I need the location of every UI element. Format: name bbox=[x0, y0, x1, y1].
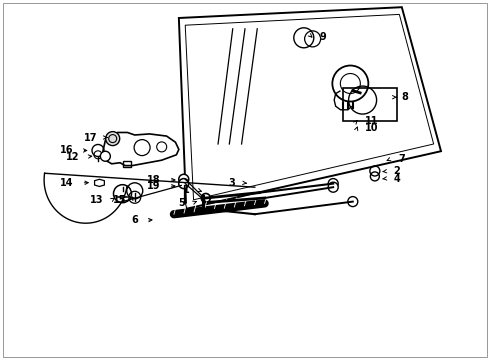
Circle shape bbox=[106, 132, 120, 145]
Text: 19: 19 bbox=[147, 181, 161, 192]
Circle shape bbox=[179, 174, 189, 184]
Text: 15: 15 bbox=[113, 195, 126, 205]
Text: 16: 16 bbox=[60, 145, 74, 156]
Circle shape bbox=[328, 182, 338, 192]
Circle shape bbox=[100, 151, 110, 161]
Text: 18: 18 bbox=[147, 175, 161, 185]
Circle shape bbox=[348, 197, 358, 207]
Text: 3: 3 bbox=[228, 178, 235, 188]
Text: 11: 11 bbox=[365, 116, 379, 126]
Circle shape bbox=[179, 179, 189, 189]
Text: 5: 5 bbox=[178, 198, 185, 208]
Text: 14: 14 bbox=[60, 178, 74, 188]
Text: 1: 1 bbox=[183, 185, 190, 195]
Text: 4: 4 bbox=[393, 174, 400, 184]
Text: 12: 12 bbox=[66, 152, 79, 162]
Text: 8: 8 bbox=[402, 92, 409, 102]
Text: 10: 10 bbox=[365, 123, 379, 133]
Circle shape bbox=[201, 194, 210, 202]
Circle shape bbox=[328, 179, 338, 189]
Text: 9: 9 bbox=[319, 32, 326, 42]
Text: 13: 13 bbox=[90, 195, 104, 205]
Text: 17: 17 bbox=[83, 132, 97, 143]
Text: 6: 6 bbox=[131, 215, 138, 225]
Text: 2: 2 bbox=[393, 166, 400, 176]
Text: 7: 7 bbox=[398, 154, 405, 164]
